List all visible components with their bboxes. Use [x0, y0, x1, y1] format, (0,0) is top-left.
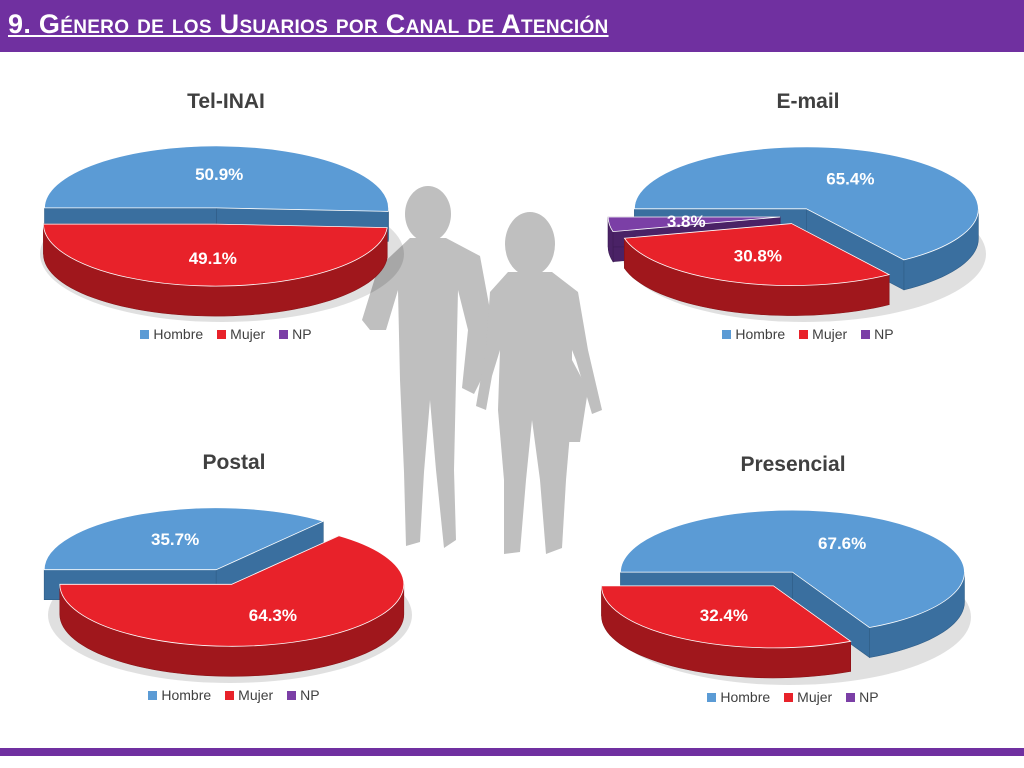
legend-item-np: NP	[287, 687, 320, 703]
legend-swatch-icon	[722, 329, 732, 339]
legend-swatch-icon	[287, 690, 297, 700]
chart-title: Presencial	[740, 453, 846, 476]
chart-legend: Hombre Mujer NP	[598, 326, 1018, 342]
pie-slice-hombre	[43, 507, 325, 571]
legend-item-mujer: Mujer	[784, 689, 832, 705]
pie-chart: 35.7% 64.3%	[43, 507, 412, 683]
footer-bar	[0, 748, 1024, 756]
chart-tel-inai: Tel-INAI 50.9% 49.1% Hombre Mujer NP	[16, 86, 436, 356]
legend-item-hombre: Hombre	[148, 687, 211, 703]
pie-slice-mujer	[43, 223, 388, 287]
legend-item-mujer: Mujer	[225, 687, 273, 703]
legend-item-mujer: Mujer	[799, 326, 847, 342]
page-title: 9. Género de los Usuarios por Canal de A…	[8, 9, 609, 39]
legend-item-np: NP	[279, 326, 312, 342]
data-label: 49.1%	[189, 249, 237, 268]
data-label: 3.8%	[667, 212, 706, 231]
legend-swatch-icon	[784, 692, 794, 702]
legend-swatch-icon	[799, 329, 809, 339]
legend-item-hombre: Hombre	[140, 326, 203, 342]
chart-title: Tel-INAI	[187, 90, 265, 113]
data-label: 50.9%	[195, 165, 243, 184]
legend-item-hombre: Hombre	[722, 326, 785, 342]
pie-chart: 50.9% 49.1%	[40, 145, 404, 322]
pie-slice-mujer	[623, 223, 891, 286]
legend-swatch-icon	[217, 329, 227, 339]
data-label: 64.3%	[249, 606, 297, 625]
chart-title: Postal	[202, 451, 266, 474]
legend-swatch-icon	[225, 690, 235, 700]
legend-swatch-icon	[148, 690, 158, 700]
pie-slice-mujer	[601, 585, 852, 649]
legend-item-mujer: Mujer	[217, 326, 265, 342]
legend-swatch-icon	[707, 692, 717, 702]
legend-swatch-icon	[279, 329, 289, 339]
couple-silhouette-icon	[362, 186, 602, 554]
pie-slice-mujer	[59, 535, 405, 647]
legend-swatch-icon	[846, 692, 856, 702]
data-label: 30.8%	[734, 246, 782, 265]
chart-legend: Hombre Mujer NP	[583, 689, 1003, 705]
pie-slice-hombre	[620, 509, 965, 628]
data-label: 67.6%	[818, 534, 866, 553]
pie-slice-hombre	[44, 145, 389, 212]
chart-title: E-mail	[776, 90, 840, 113]
pie-slice-np	[607, 216, 781, 233]
legend-item-np: NP	[846, 689, 879, 705]
data-label: 65.4%	[826, 170, 874, 189]
legend-item-np: NP	[861, 326, 894, 342]
header-bar: 9. Género de los Usuarios por Canal de A…	[0, 0, 1024, 52]
pie-chart: 67.6% 32.4%	[601, 509, 971, 685]
chart-legend: Hombre Mujer NP	[24, 687, 444, 703]
chart-postal: Postal 35.7% 64.3% Hombre Mujer NP	[24, 447, 444, 717]
pie-slice-hombre	[633, 146, 979, 261]
chart-legend: Hombre Mujer NP	[16, 326, 436, 342]
pie-chart: 65.4% 30.8% 3.8%	[607, 146, 986, 322]
legend-item-hombre: Hombre	[707, 689, 770, 705]
legend-swatch-icon	[861, 329, 871, 339]
data-label: 35.7%	[151, 530, 199, 549]
legend-swatch-icon	[140, 329, 150, 339]
chart-presencial: Presencial 67.6% 32.4% Hombre Mujer NP	[583, 449, 1003, 719]
chart-e-mail: E-mail 65.4% 30.8% 3.8% Hombre Mujer NP	[598, 86, 1018, 356]
data-label: 32.4%	[700, 606, 748, 625]
